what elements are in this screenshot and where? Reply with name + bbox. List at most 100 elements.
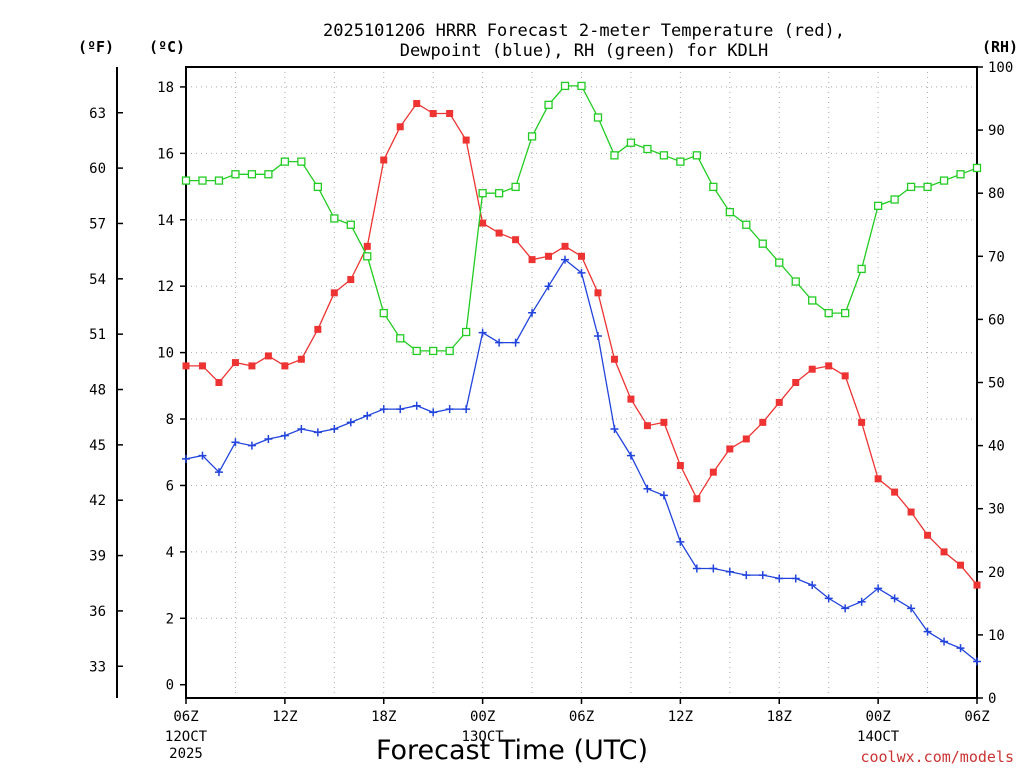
temperature-point: [957, 561, 965, 569]
dewpoint-point: [214, 468, 223, 477]
dewpoint-point: [857, 597, 866, 606]
dewpoint-point: [297, 424, 306, 433]
fahrenheit-tick-label: 57: [89, 216, 106, 232]
dewpoint-point: [231, 438, 240, 447]
temperature-point: [248, 362, 256, 370]
rh-point: [939, 176, 949, 185]
dewpoint-point: [791, 574, 800, 583]
temperature-point: [709, 468, 717, 476]
rh-point: [593, 113, 603, 122]
rh-point: [841, 308, 850, 318]
rh-point: [214, 176, 224, 185]
celsius-tick-label: 10: [157, 346, 174, 362]
rh-point: [775, 258, 784, 267]
dewpoint-point: [247, 441, 256, 450]
rh-point: [412, 346, 421, 356]
rh-tick-label: 70: [988, 249, 1005, 265]
dewpoint-point: [198, 451, 207, 460]
dewpoint-point: [742, 571, 751, 580]
dewpoint-point: [412, 401, 421, 410]
temperature-point: [462, 136, 470, 144]
rh-point: [346, 220, 355, 229]
dewpoint-point: [676, 537, 685, 546]
rh-point: [198, 176, 207, 185]
dewpoint-point: [907, 604, 916, 613]
rh-point: [709, 182, 718, 192]
dewpoint-point: [593, 332, 602, 341]
dewpoint-point: [528, 308, 537, 317]
rh-tick-label: 30: [988, 502, 1005, 518]
temperature-point: [775, 398, 783, 406]
temperature-point: [512, 236, 520, 244]
rh-point: [330, 214, 339, 223]
temperature-point: [825, 362, 833, 370]
x-tick-label: 12Z: [272, 709, 297, 725]
rh-tick-label: 0: [988, 691, 996, 707]
series-rh: [181, 81, 982, 356]
temperature-point: [726, 445, 734, 453]
rh-point: [396, 334, 405, 343]
temperature-point: [907, 508, 915, 516]
rh-point: [742, 220, 751, 229]
rh-point: [873, 201, 883, 210]
fahrenheit-unit-label: (ºF): [78, 38, 114, 56]
celsius-tick-label: 16: [157, 146, 174, 162]
series-temperature: [182, 100, 981, 589]
temperature-point: [627, 395, 635, 403]
dewpoint-point: [511, 338, 520, 347]
rh-tick-label: 20: [988, 565, 1005, 581]
rh-line: [186, 85, 978, 352]
temperature-point: [808, 365, 816, 373]
fahrenheit-tick-label: 63: [89, 106, 106, 122]
temperature-point: [429, 109, 437, 117]
rh-point: [429, 346, 438, 356]
dewpoint-point: [874, 584, 883, 593]
celsius-tick-label: 2: [166, 611, 174, 627]
rh-point: [643, 144, 652, 154]
temperature-point: [396, 123, 404, 131]
temperature-point: [973, 581, 981, 589]
x-tick-label: 18Z: [371, 709, 396, 725]
dewpoint-point: [940, 637, 949, 646]
x-tick-label: 06Z: [964, 709, 989, 725]
dewpoint-point: [313, 428, 322, 437]
dewpoint-point: [379, 405, 388, 414]
rh-tick-label: 80: [988, 186, 1005, 202]
dewpoint-point: [610, 424, 619, 433]
celsius-tick-label: 6: [166, 478, 174, 494]
rh-point: [758, 239, 767, 248]
rh-point: [511, 182, 520, 192]
x-tick-label: 06Z: [569, 709, 594, 725]
temperature-point: [841, 372, 849, 380]
rh-point: [824, 308, 833, 318]
rh-point: [956, 170, 965, 179]
dewpoint-point: [577, 268, 586, 277]
celsius-tick-label: 18: [157, 80, 174, 96]
rh-point: [890, 195, 899, 204]
x-tick-label: 00Z: [470, 709, 495, 725]
rh-unit-label: (RH): [982, 38, 1018, 56]
dewpoint-point: [841, 604, 850, 613]
rh-point: [692, 151, 702, 160]
temperature-point: [858, 418, 866, 426]
dewpoint-point: [495, 338, 504, 347]
rh-point: [379, 308, 388, 318]
dewpoint-point: [824, 594, 833, 603]
temperature-point: [759, 418, 767, 426]
rh-point: [247, 170, 257, 179]
dewpoint-point: [923, 627, 932, 636]
rh-point: [181, 176, 191, 185]
dewpoint-point: [280, 431, 289, 440]
credit-label: coolwx.com/models: [860, 748, 1014, 766]
temperature-point: [363, 242, 371, 250]
rh-point: [445, 346, 454, 356]
temperature-point: [281, 362, 289, 370]
rh-point: [264, 170, 273, 179]
temperature-point: [446, 109, 454, 117]
rh-point: [560, 81, 570, 91]
title-line-1: 2025101206 HRRR Forecast 2-meter Tempera…: [323, 21, 845, 41]
temperature-point: [264, 352, 272, 360]
dewpoint-point: [659, 491, 668, 500]
temperature-point: [676, 462, 684, 470]
temperature-point: [578, 252, 585, 260]
